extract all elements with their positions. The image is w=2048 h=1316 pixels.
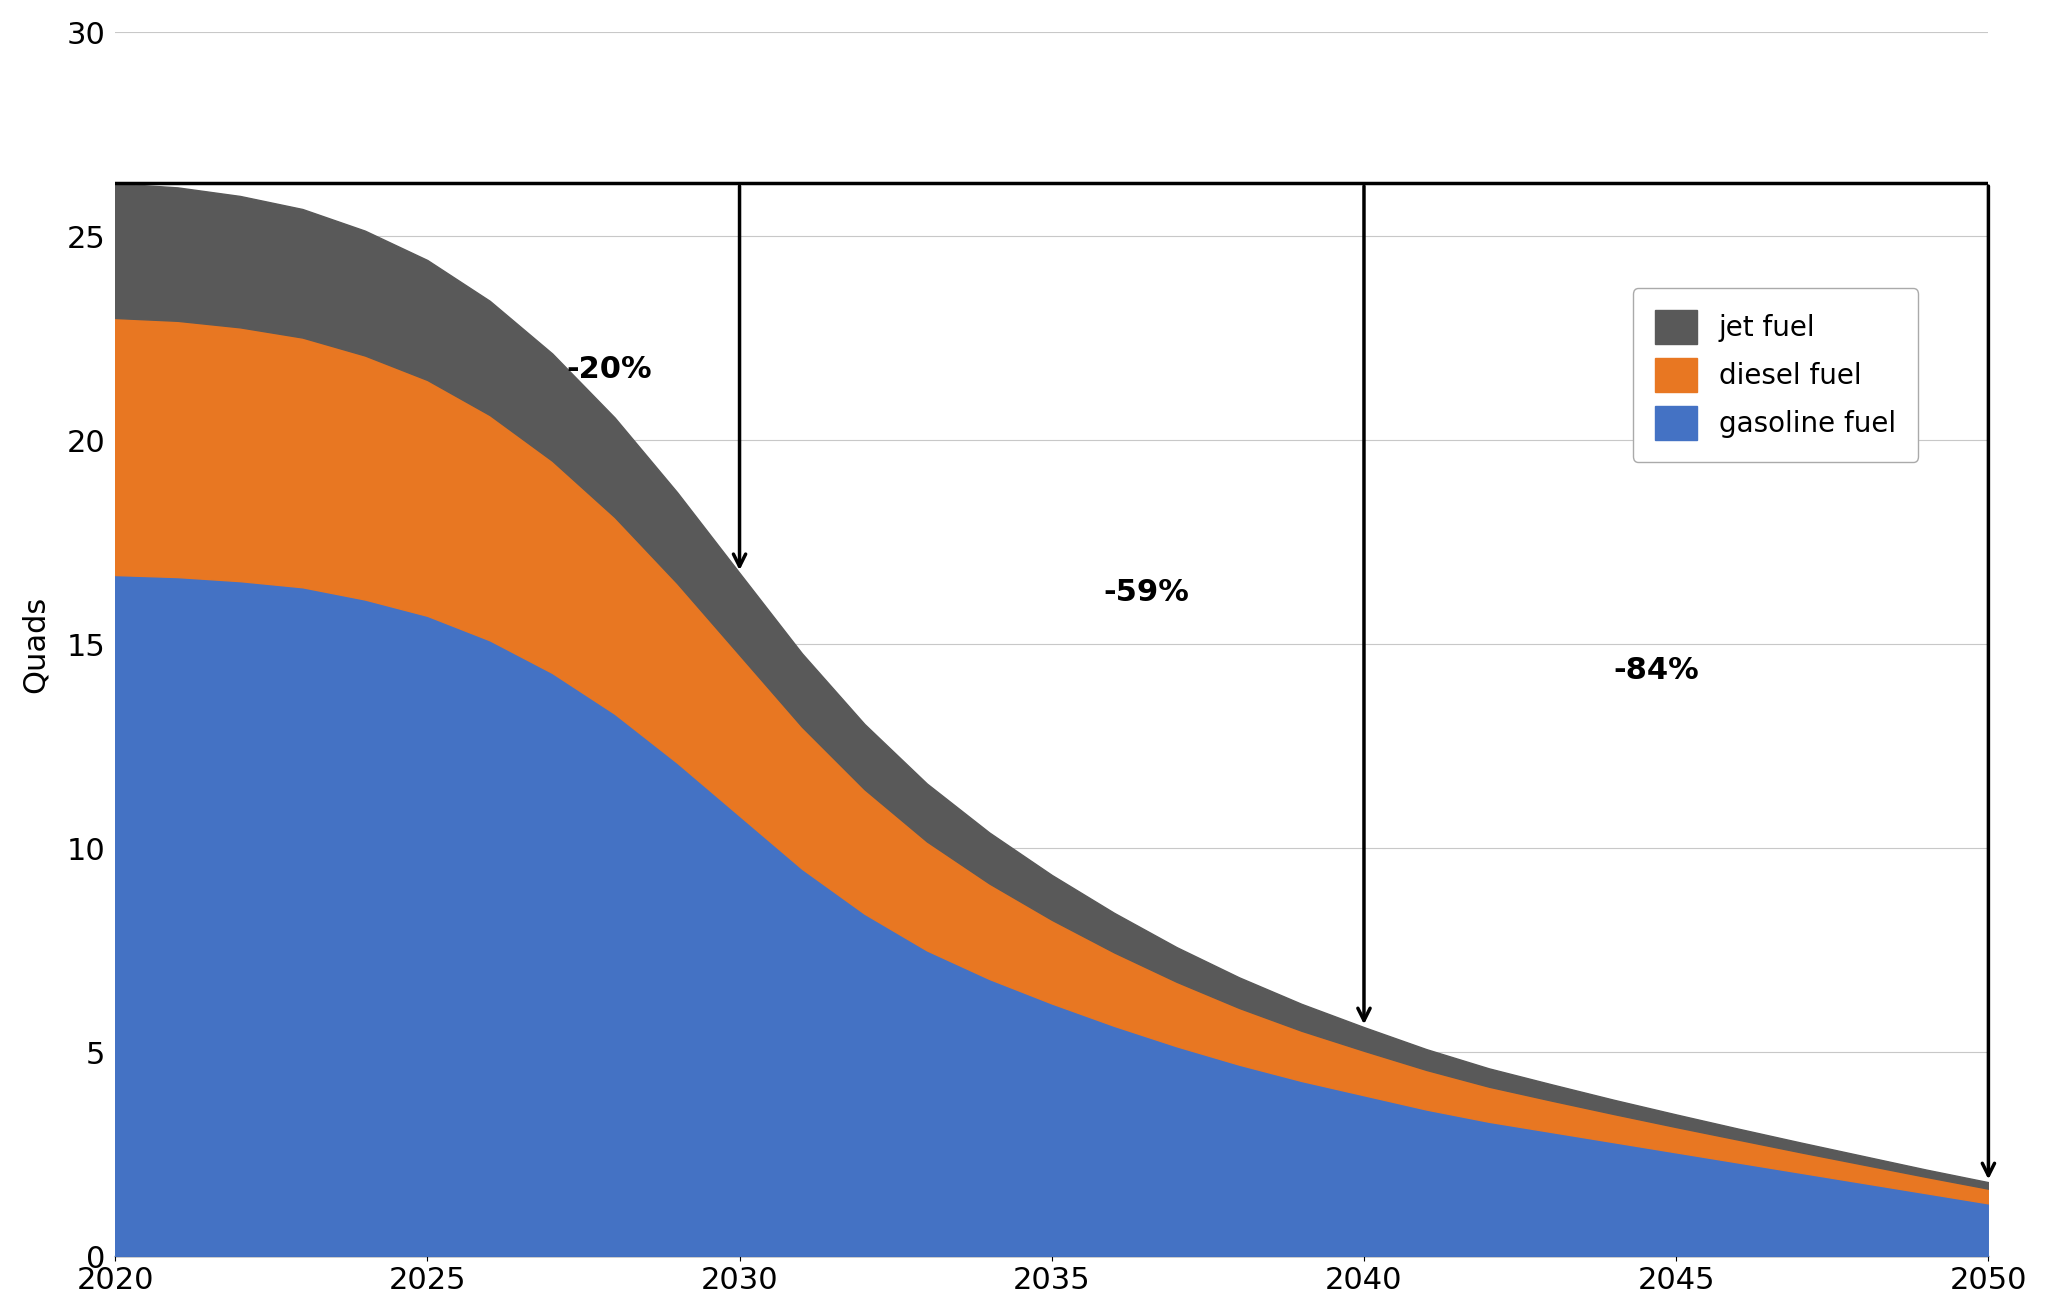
Y-axis label: Quads: Quads [20,596,49,694]
Text: -59%: -59% [1104,579,1190,608]
Text: -84%: -84% [1614,655,1700,686]
Legend: jet fuel, diesel fuel, gasoline fuel: jet fuel, diesel fuel, gasoline fuel [1632,288,1919,462]
Text: -20%: -20% [567,355,651,384]
